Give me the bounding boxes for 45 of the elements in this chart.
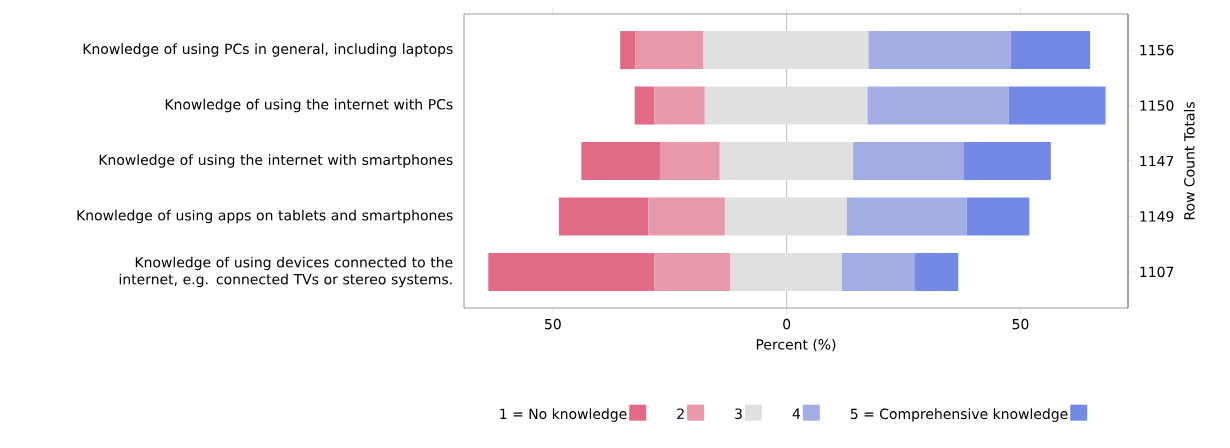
bar [867, 86, 1009, 125]
bar [659, 142, 720, 180]
bar [730, 252, 842, 291]
y-tick-label: Knowledge of using devices connected to the internet, e.g. connected TVs or stereo systems. [119, 256, 453, 288]
y2-tick-label: 1107 [1140, 266, 1174, 278]
bar [488, 252, 655, 291]
bar [654, 86, 705, 125]
x-tick-label: 50 [1012, 318, 1029, 330]
y2-tick-label: 1150 [1140, 100, 1174, 111]
bar [868, 31, 1011, 70]
bar [634, 86, 655, 125]
legend-label: 4 [792, 408, 801, 419]
y2-axis-title: Row Count Totals [1183, 102, 1195, 220]
bar [966, 197, 1030, 236]
bar [853, 142, 964, 180]
x-axis-title: Percent (%) [756, 338, 836, 352]
bar [963, 142, 1051, 180]
bar [719, 142, 854, 180]
bar [635, 31, 704, 70]
y2-tick-label: 1147 [1140, 155, 1174, 167]
bar [581, 142, 660, 180]
x-tick-label: 0 [783, 318, 791, 330]
bar [724, 197, 847, 236]
y-tick-label: Knowledge of using apps on tablets and smartphones [77, 209, 453, 224]
bar [841, 252, 915, 291]
y-tick-label: Knowledge of using PCs in general, including laptops [83, 43, 453, 57]
bar [648, 197, 725, 236]
bar [1008, 86, 1106, 125]
bar [558, 197, 649, 236]
x-tick-label: 50 [545, 318, 561, 330]
y-tick-label: Knowledge of using the internet with PCs [165, 98, 453, 113]
bar [914, 252, 959, 291]
legend-label: 1 = No knowledge [500, 408, 627, 422]
legend-label: 5 = Comprehensive knowledge [850, 408, 1068, 422]
bar [620, 31, 636, 70]
bar [703, 31, 869, 70]
y2-tick-label: 1156 [1140, 44, 1174, 56]
legend-label: 2 [677, 408, 684, 419]
bar [704, 86, 868, 125]
legend-label: 3 [735, 408, 742, 420]
y-tick-label: Knowledge of using the internet with smartphones [99, 154, 453, 168]
bar [1010, 31, 1091, 70]
bar [654, 252, 731, 291]
bar [846, 197, 967, 236]
y2-tick-label: 1149 [1140, 211, 1174, 222]
